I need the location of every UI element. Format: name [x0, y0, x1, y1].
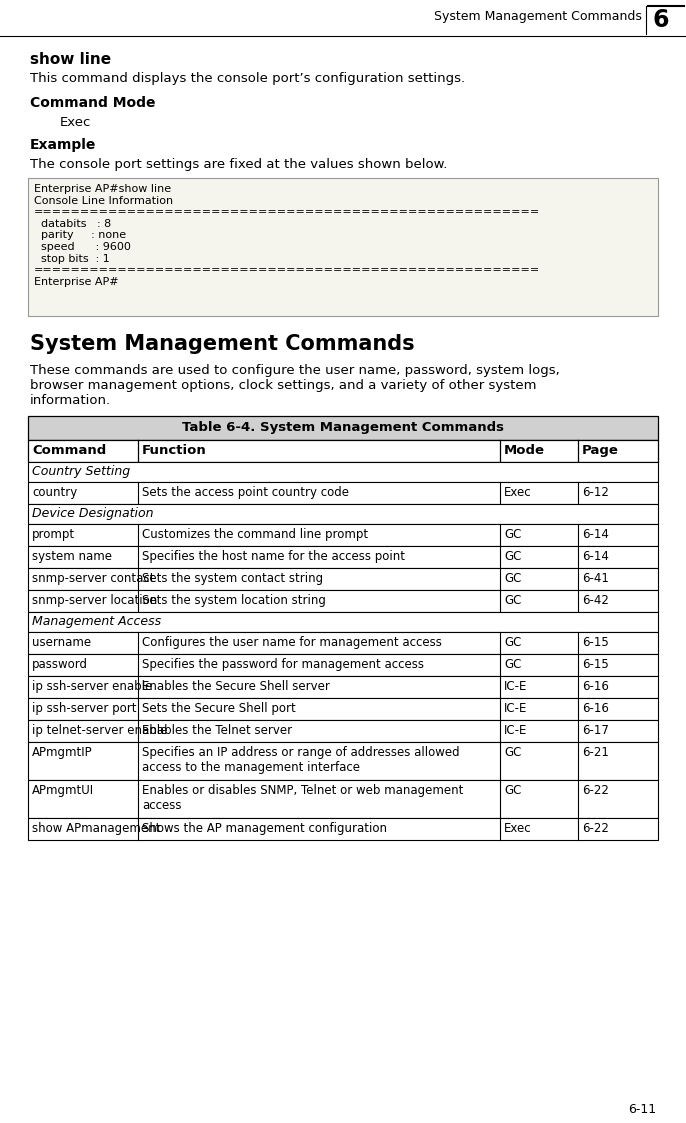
- Bar: [28, 546, 658, 568]
- Text: GC: GC: [504, 636, 521, 649]
- Text: 6-16: 6-16: [582, 702, 609, 715]
- Text: GC: GC: [504, 594, 521, 608]
- Text: Configures the user name for management access: Configures the user name for management …: [142, 636, 442, 649]
- Text: GC: GC: [504, 550, 521, 563]
- Text: GC: GC: [504, 528, 521, 541]
- Bar: [28, 568, 658, 590]
- Text: The console port settings are fixed at the values shown below.: The console port settings are fixed at t…: [30, 158, 447, 171]
- Bar: [28, 524, 658, 546]
- Bar: [28, 780, 658, 818]
- Text: Command Mode: Command Mode: [30, 95, 156, 110]
- Bar: [28, 482, 658, 504]
- Bar: [28, 654, 658, 676]
- Bar: [28, 818, 658, 840]
- Text: These commands are used to configure the user name, password, system logs,
brows: These commands are used to configure the…: [30, 364, 560, 407]
- Bar: [28, 179, 658, 316]
- Text: 6-22: 6-22: [582, 784, 609, 797]
- Text: Sets the system location string: Sets the system location string: [142, 594, 326, 608]
- Text: Specifies the password for management access: Specifies the password for management ac…: [142, 658, 424, 672]
- Text: 6-14: 6-14: [582, 550, 609, 563]
- Text: IC-E: IC-E: [504, 681, 528, 693]
- Text: GC: GC: [504, 746, 521, 759]
- Text: ip ssh-server enable: ip ssh-server enable: [32, 681, 152, 693]
- Text: Function: Function: [142, 444, 206, 457]
- Bar: [28, 612, 658, 632]
- Text: This command displays the console port’s configuration settings.: This command displays the console port’s…: [30, 72, 465, 85]
- Text: GC: GC: [504, 784, 521, 797]
- Bar: [28, 720, 658, 742]
- Bar: [28, 676, 658, 699]
- Bar: [28, 590, 658, 612]
- Text: Exec: Exec: [504, 822, 532, 836]
- Text: Table 6-4. System Management Commands: Table 6-4. System Management Commands: [182, 421, 504, 433]
- Text: country: country: [32, 486, 78, 499]
- Text: Management Access: Management Access: [32, 615, 161, 628]
- Text: 6-14: 6-14: [582, 528, 609, 541]
- Text: show APmanagement: show APmanagement: [32, 822, 161, 836]
- Text: System Management Commands: System Management Commands: [434, 10, 642, 22]
- Text: show line: show line: [30, 52, 111, 67]
- Text: Specifies the host name for the access point: Specifies the host name for the access p…: [142, 550, 405, 563]
- Text: ip ssh-server port: ip ssh-server port: [32, 702, 137, 715]
- Text: Command: Command: [32, 444, 106, 457]
- Text: Customizes the command line prompt: Customizes the command line prompt: [142, 528, 368, 541]
- Text: 6-12: 6-12: [582, 486, 609, 499]
- Text: Mode: Mode: [504, 444, 545, 457]
- Text: 6-41: 6-41: [582, 572, 609, 585]
- Text: snmp-server contact: snmp-server contact: [32, 572, 154, 585]
- Text: snmp-server location: snmp-server location: [32, 594, 157, 608]
- Text: Enables the Telnet server: Enables the Telnet server: [142, 724, 292, 737]
- Text: username: username: [32, 636, 91, 649]
- Text: 6-21: 6-21: [582, 746, 609, 759]
- Text: Exec: Exec: [504, 486, 532, 499]
- Text: Shows the AP management configuration: Shows the AP management configuration: [142, 822, 387, 836]
- Text: Exec: Exec: [60, 116, 91, 129]
- Text: prompt: prompt: [32, 528, 75, 541]
- Text: Specifies an IP address or range of addresses allowed
access to the management i: Specifies an IP address or range of addr…: [142, 746, 460, 774]
- Text: 6: 6: [652, 8, 668, 31]
- Text: Country Setting: Country Setting: [32, 465, 130, 478]
- Bar: [28, 416, 658, 440]
- Text: 6-22: 6-22: [582, 822, 609, 836]
- Text: IC-E: IC-E: [504, 702, 528, 715]
- Text: 6-17: 6-17: [582, 724, 609, 737]
- Text: Enterprise AP#show line
Console Line Information
===============================: Enterprise AP#show line Console Line Inf…: [34, 184, 541, 286]
- Text: Page: Page: [582, 444, 619, 457]
- Text: Example: Example: [30, 138, 96, 152]
- Text: Sets the access point country code: Sets the access point country code: [142, 486, 349, 499]
- Text: System Management Commands: System Management Commands: [30, 334, 414, 354]
- Text: Device Designation: Device Designation: [32, 506, 154, 520]
- Text: password: password: [32, 658, 88, 672]
- Text: APmgmtIP: APmgmtIP: [32, 746, 93, 759]
- Bar: [28, 699, 658, 720]
- Text: Enables or disables SNMP, Telnet or web management
access: Enables or disables SNMP, Telnet or web …: [142, 784, 463, 812]
- Text: 6-15: 6-15: [582, 658, 608, 672]
- Text: Sets the system contact string: Sets the system contact string: [142, 572, 323, 585]
- Text: Enables the Secure Shell server: Enables the Secure Shell server: [142, 681, 330, 693]
- Text: APmgmtUI: APmgmtUI: [32, 784, 94, 797]
- Text: GC: GC: [504, 572, 521, 585]
- Text: GC: GC: [504, 658, 521, 672]
- Bar: [28, 440, 658, 462]
- Bar: [28, 742, 658, 780]
- Text: ip telnet-server enable: ip telnet-server enable: [32, 724, 167, 737]
- Text: system name: system name: [32, 550, 112, 563]
- Bar: [28, 632, 658, 654]
- Text: 6-42: 6-42: [582, 594, 609, 608]
- Text: Sets the Secure Shell port: Sets the Secure Shell port: [142, 702, 296, 715]
- Text: 6-11: 6-11: [628, 1103, 656, 1116]
- Text: 6-16: 6-16: [582, 681, 609, 693]
- Bar: [28, 462, 658, 482]
- Text: 6-15: 6-15: [582, 636, 608, 649]
- Text: IC-E: IC-E: [504, 724, 528, 737]
- Bar: [28, 504, 658, 524]
